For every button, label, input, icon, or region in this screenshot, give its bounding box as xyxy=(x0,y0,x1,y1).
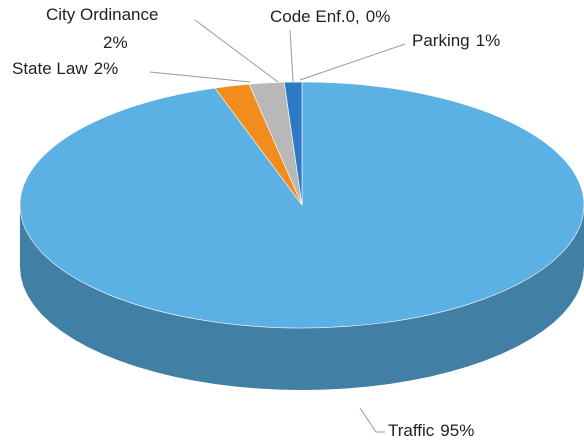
label-value: 95% xyxy=(440,421,474,440)
label-name: Code Enf.0, xyxy=(270,7,360,26)
label-value: 0% xyxy=(366,7,391,26)
leader-line xyxy=(149,71,251,83)
pie-slice xyxy=(283,81,303,206)
data-label: City Ordinance 2% xyxy=(46,5,158,52)
leader-line xyxy=(289,29,294,83)
label-value: 2% xyxy=(103,33,128,52)
leader-line xyxy=(194,19,279,83)
label-name: Parking xyxy=(412,31,470,50)
data-label: Traffic 95% xyxy=(388,421,474,440)
leader-line xyxy=(359,407,385,433)
label-name: City Ordinance xyxy=(46,5,158,24)
label-value: 1% xyxy=(476,31,501,50)
pie-side xyxy=(20,205,584,390)
label-name: State Law xyxy=(12,59,88,78)
data-label: State Law 2% xyxy=(12,59,118,78)
label-name: Traffic xyxy=(388,421,435,440)
leader-line xyxy=(299,43,406,81)
label-value: 2% xyxy=(94,59,119,78)
data-label: Parking 1% xyxy=(412,31,500,50)
data-label: Code Enf.0, 0% xyxy=(270,7,390,26)
